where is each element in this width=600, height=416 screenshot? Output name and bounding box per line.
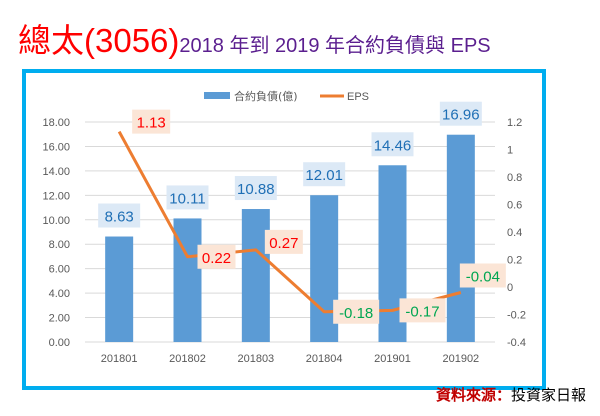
bar-label-bg [303,162,346,187]
source-label: 資料來源： [435,387,511,404]
bar [105,236,134,342]
left-tick-label: 8.00 [49,239,70,251]
bar-data-label: 12.01 [305,167,343,184]
legend-label-eps: EPS [347,91,369,103]
right-tick-label: 0 [507,282,513,294]
eps-data-label: 0.22 [202,250,231,267]
category-label: 201802 [169,353,206,365]
source: 資料來源：投資家日報 [436,384,586,405]
right-tick-label: 0.8 [507,172,522,184]
bar-data-label: 14.46 [374,137,412,154]
left-tick-label: 10.00 [42,215,70,227]
category-label: 201902 [442,353,479,365]
eps-data-label: -0.18 [339,305,373,322]
eps-data-label: 1.13 [137,115,166,132]
eps-label-bg [197,244,236,269]
left-tick-label: 0.00 [49,337,70,349]
bar [446,134,475,342]
left-tick-label: 12.00 [42,190,70,202]
left-tick-label: 18.00 [42,117,70,129]
right-tick-label: 1 [507,145,513,157]
chart-frame [22,69,546,390]
right-tick-label: 0.6 [507,200,522,212]
source-value: 投資家日報 [510,387,586,404]
category-label: 201801 [101,353,138,365]
category-label: 201901 [374,353,411,365]
bar-data-label: 16.96 [442,107,480,124]
eps-label-bg [459,263,506,288]
legend-swatch-bar [204,92,230,99]
eps-data-label: -0.17 [405,303,439,320]
bar-data-label: 10.88 [237,181,275,198]
bar-label-bg [371,132,414,157]
left-tick-label: 2.00 [49,313,70,325]
right-tick-label: 1.2 [507,117,522,129]
bar-label-bg [98,203,141,228]
right-tick-label: 0.4 [507,227,522,239]
right-tick-label: -0.4 [507,337,526,349]
bar-label-bg [166,185,209,210]
category-label: 201803 [237,353,274,365]
eps-label-bg [399,298,446,323]
eps-label-bg [132,109,171,134]
bar-data-label: 8.63 [105,209,134,226]
eps-label-bg [264,229,303,254]
left-tick-label: 6.00 [49,264,70,276]
bar [241,209,270,342]
title: 總太(3056)2018 年到 2019 年合約負債與 EPS [18,14,491,62]
title-main: 總太(3056) [18,22,180,59]
title-sub: 2018 年到 2019 年合約負債與 EPS [179,35,491,57]
right-tick-label: 0.2 [507,255,522,267]
bar-label-bg [234,176,277,201]
category-label: 201804 [306,353,343,365]
left-tick-label: 14.00 [42,166,70,178]
left-tick-label: 16.00 [42,141,70,153]
bar-data-label: 10.11 [169,190,205,207]
bar-label-bg [439,101,482,126]
left-tick-label: 4.00 [49,288,70,300]
eps-label-bg [333,299,380,324]
eps-data-label: 0.27 [269,235,298,252]
eps-line [117,130,462,314]
right-tick-label: -0.2 [507,310,526,322]
legend-label-bar: 合約負債(億) [234,89,298,103]
eps-data-label: -0.04 [466,269,500,286]
